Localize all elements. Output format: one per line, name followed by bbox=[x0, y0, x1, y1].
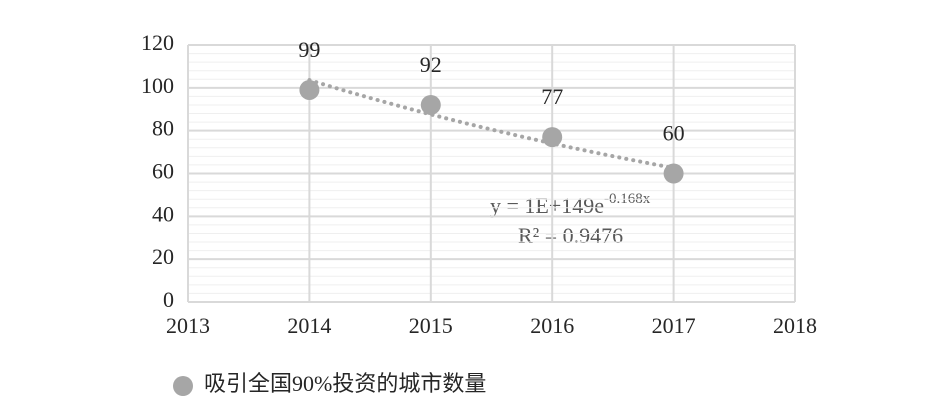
y-tick-label: 120 bbox=[141, 30, 174, 55]
data-label: 77 bbox=[541, 84, 563, 109]
x-tick-label: 2015 bbox=[409, 313, 453, 338]
point bbox=[542, 127, 563, 148]
point bbox=[420, 94, 441, 115]
y-tick-label: 40 bbox=[152, 201, 174, 226]
data-label: 60 bbox=[663, 121, 685, 146]
x-tick-label: 2017 bbox=[652, 313, 696, 338]
x-tick-label: 2014 bbox=[287, 313, 331, 338]
trendline bbox=[307, 78, 676, 170]
x-tick-label: 2018 bbox=[773, 313, 817, 338]
trend-equation: y = 1E+149e-0.168x bbox=[490, 191, 651, 218]
y-tick-label: 20 bbox=[152, 244, 174, 269]
trend-r-squared: R² = 0.9476 bbox=[518, 223, 623, 248]
y-tick-label: 0 bbox=[163, 287, 174, 312]
point bbox=[299, 79, 320, 100]
point bbox=[663, 163, 684, 184]
y-tick-label: 100 bbox=[141, 73, 174, 98]
legend-label: 吸引全国90%投资的城市数量 bbox=[204, 371, 486, 396]
data-label: 99 bbox=[298, 37, 320, 62]
y-tick-label: 60 bbox=[152, 159, 174, 184]
trend-equation-base: y = 1E+149e bbox=[490, 193, 604, 218]
x-tick-label: 2013 bbox=[166, 313, 210, 338]
legend-marker bbox=[173, 376, 193, 396]
x-tick-label: 2016 bbox=[530, 313, 574, 338]
y-tick-label: 80 bbox=[152, 116, 174, 141]
marks: 0 20 40 60 80 100 120 2013 2014 2015 2016 2017 2018 9… bbox=[141, 30, 817, 396]
data-label: 92 bbox=[420, 52, 442, 77]
